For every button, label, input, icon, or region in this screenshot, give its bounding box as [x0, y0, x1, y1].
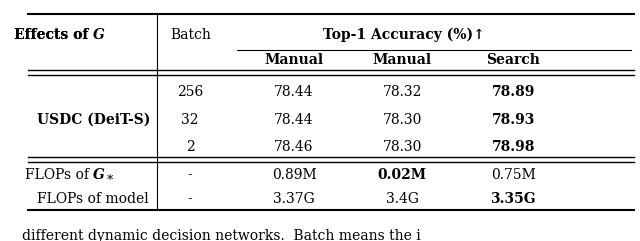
- Text: Search: Search: [486, 54, 540, 67]
- Text: Batch: Batch: [170, 28, 211, 42]
- Text: 78.30: 78.30: [383, 141, 422, 154]
- Text: *: *: [107, 174, 113, 187]
- Text: 78.93: 78.93: [492, 113, 535, 127]
- Text: different dynamic decision networks.  Batch means the i: different dynamic decision networks. Bat…: [22, 229, 421, 241]
- Text: Manual: Manual: [264, 54, 324, 67]
- Text: Top-1 Accuracy (%)↑: Top-1 Accuracy (%)↑: [323, 28, 484, 42]
- Text: 78.98: 78.98: [492, 141, 535, 154]
- Text: 0.89M: 0.89M: [272, 168, 316, 182]
- Text: 256: 256: [177, 85, 204, 99]
- Text: 0.02M: 0.02M: [378, 168, 427, 182]
- Text: Manual: Manual: [372, 54, 432, 67]
- Text: 78.89: 78.89: [492, 85, 535, 99]
- Text: -: -: [188, 192, 193, 207]
- Text: FLOPs of model: FLOPs of model: [37, 192, 149, 207]
- Text: USDC (DeiT-S): USDC (DeiT-S): [36, 113, 150, 127]
- Text: G: G: [93, 28, 105, 42]
- Text: 0.75M: 0.75M: [491, 168, 536, 182]
- Text: 78.30: 78.30: [383, 113, 422, 127]
- Text: G: G: [93, 168, 105, 182]
- Text: 2: 2: [186, 141, 195, 154]
- Text: Effects of: Effects of: [14, 28, 93, 42]
- Text: 3.37G: 3.37G: [273, 192, 315, 207]
- Text: 32: 32: [182, 113, 199, 127]
- Text: 3.35G: 3.35G: [490, 192, 536, 207]
- Text: 78.44: 78.44: [274, 113, 314, 127]
- Text: -: -: [188, 168, 193, 182]
- Text: FLOPs of: FLOPs of: [25, 168, 93, 182]
- Text: 78.32: 78.32: [383, 85, 422, 99]
- Text: Effects of: Effects of: [14, 28, 93, 42]
- Text: 78.46: 78.46: [275, 141, 314, 154]
- Text: 78.44: 78.44: [274, 85, 314, 99]
- Text: 3.4G: 3.4G: [386, 192, 419, 207]
